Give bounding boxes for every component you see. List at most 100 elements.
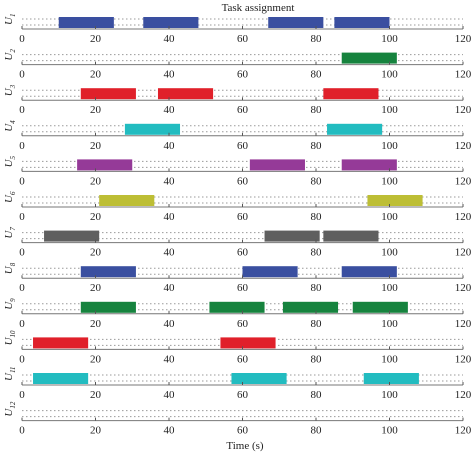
x-tick-label: 80	[311, 175, 323, 187]
task-bar	[80, 301, 136, 313]
x-tick-label: 40	[164, 353, 176, 365]
task-bar	[264, 230, 320, 242]
x-tick-label: 40	[164, 104, 176, 116]
x-tick-label: 40	[164, 425, 176, 437]
x-tick-label: 0	[19, 389, 25, 401]
x-tick-label: 120	[455, 425, 472, 437]
task-bar	[58, 17, 114, 28]
x-tick-label: 0	[19, 33, 25, 45]
row-6: 0 20 40 60 80 100 120 U6	[3, 191, 472, 223]
x-tick-label: 40	[164, 140, 176, 152]
x-tick-label: 40	[164, 175, 176, 187]
task-bar	[80, 266, 136, 278]
row-label-subscript: 1	[9, 14, 17, 18]
x-tick-label: 120	[455, 282, 472, 294]
x-tick-label: 20	[90, 33, 102, 45]
x-tick-label: 120	[455, 389, 472, 401]
row-label-subscript: 2	[9, 49, 17, 53]
row-label-subscript: 3	[9, 84, 17, 89]
row-5: 0 20 40 60 80 100 120 U5	[3, 155, 472, 187]
x-tick-label: 60	[237, 175, 249, 187]
x-tick-label: 20	[90, 175, 102, 187]
x-tick-label: 100	[381, 247, 398, 259]
x-tick-label: 60	[237, 140, 249, 152]
x-tick-label: 0	[19, 353, 25, 365]
task-bar	[231, 373, 287, 384]
row-12: 0 20 40 60 80 100 120 U12	[3, 401, 472, 436]
x-tick-label: 120	[455, 318, 472, 330]
x-tick-label: 60	[237, 69, 249, 81]
x-tick-label: 80	[311, 211, 323, 223]
row-label-subscript: 12	[9, 401, 17, 409]
task-bar	[334, 17, 390, 28]
task-bar	[220, 337, 276, 349]
row-11: 0 20 40 60 80 100 120 U11	[3, 367, 472, 401]
x-tick-label: 20	[90, 69, 102, 81]
x-tick-label: 20	[90, 425, 102, 437]
x-tick-label: 20	[90, 389, 102, 401]
x-axis-label: Time (s)	[226, 440, 264, 452]
x-tick-label: 0	[19, 318, 25, 330]
task-bar	[99, 195, 155, 206]
x-tick-label: 20	[90, 282, 102, 294]
x-tick-label: 60	[237, 318, 249, 330]
task-bar	[157, 88, 214, 100]
chart-title: Task assignment	[222, 2, 295, 14]
x-tick-label: 20	[90, 211, 102, 223]
row-label: U9	[3, 298, 17, 310]
task-bar	[341, 52, 397, 64]
x-tick-label: 100	[381, 69, 398, 81]
x-tick-label: 0	[19, 282, 25, 294]
row-label-subscript: 6	[9, 191, 17, 195]
x-tick-label: 80	[311, 318, 323, 330]
x-tick-label: 80	[311, 140, 323, 152]
row-8: 0 20 40 60 80 100 120 U8	[3, 262, 472, 294]
row-label: U1	[3, 14, 17, 25]
x-tick-label: 100	[381, 140, 398, 152]
x-tick-label: 60	[237, 33, 249, 45]
x-tick-label: 120	[455, 104, 472, 116]
task-bar	[341, 266, 397, 278]
row-label-subscript: 9	[9, 298, 17, 302]
row-9: 0 20 40 60 80 100 120 U9	[3, 298, 472, 330]
x-tick-label: 120	[455, 33, 472, 45]
task-bar	[268, 17, 324, 28]
row-2: 0 20 40 60 80 100 120 U2	[3, 49, 472, 81]
x-tick-label: 120	[455, 353, 472, 365]
x-tick-label: 60	[237, 425, 249, 437]
row-1: 0 20 40 60 80 100 120 U1	[3, 14, 472, 45]
task-bar	[80, 88, 136, 100]
x-tick-label: 80	[311, 69, 323, 81]
task-bar	[33, 373, 89, 384]
row-label: U12	[3, 401, 17, 416]
x-tick-label: 100	[381, 318, 398, 330]
x-tick-label: 60	[237, 247, 249, 259]
x-tick-label: 20	[90, 140, 102, 152]
x-tick-label: 40	[164, 69, 176, 81]
x-tick-label: 40	[164, 318, 176, 330]
x-tick-label: 100	[381, 425, 398, 437]
row-label-subscript: 7	[9, 227, 17, 231]
x-tick-label: 20	[90, 247, 102, 259]
x-tick-label: 0	[19, 140, 25, 152]
task-bar	[352, 301, 408, 313]
row-label-subscript: 4	[9, 120, 17, 124]
task-bar	[143, 17, 199, 28]
x-tick-label: 100	[381, 175, 398, 187]
row-label: U2	[3, 49, 17, 61]
row-4: 0 20 40 60 80 100 120 U4	[3, 120, 472, 152]
task-bar	[44, 230, 100, 242]
task-bar	[341, 159, 397, 171]
row-label: U5	[3, 155, 17, 167]
x-tick-label: 120	[455, 247, 472, 259]
x-tick-label: 40	[164, 33, 176, 45]
row-label-subscript: 8	[9, 262, 17, 266]
task-bar	[242, 266, 298, 278]
x-tick-label: 40	[164, 247, 176, 259]
row-label: U4	[3, 120, 17, 132]
task-bar	[327, 123, 383, 135]
x-tick-label: 40	[164, 389, 176, 401]
x-tick-label: 40	[164, 282, 176, 294]
